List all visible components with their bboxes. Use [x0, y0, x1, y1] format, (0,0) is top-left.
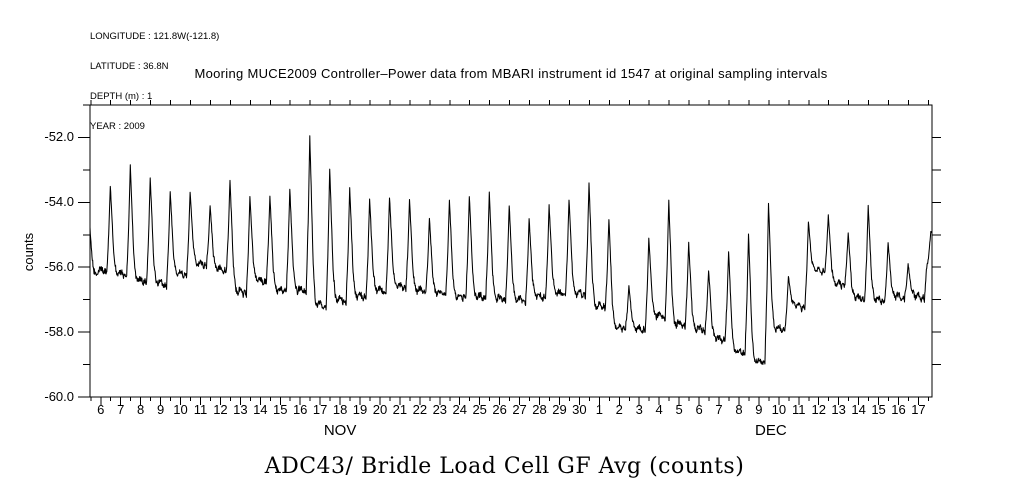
- x-tick-label: 17: [312, 402, 328, 417]
- x-tick-label: 10: [173, 402, 188, 417]
- x-tick-label: 11: [193, 402, 208, 417]
- x-tick-label: 15: [273, 402, 288, 417]
- y-tick-label: -58.0: [44, 324, 74, 340]
- x-tick-label: 18: [332, 402, 348, 417]
- info-depth: DEPTH (m) : 1: [90, 91, 153, 102]
- x-tick-label: 26: [492, 402, 507, 417]
- x-tick-label: 8: [735, 402, 743, 417]
- x-tick-label: 2: [615, 402, 623, 417]
- x-tick-label: 4: [655, 402, 663, 417]
- chart-title: Mooring MUCE2009 Controller–Power data f…: [194, 66, 828, 81]
- x-tick-label: 24: [452, 402, 467, 417]
- x-tick-label: 16: [292, 402, 308, 417]
- x-tick-label: 12: [213, 402, 228, 417]
- plot-frame: [89, 104, 933, 398]
- x-tick-label: 9: [755, 402, 763, 417]
- month-label-dec: DEC: [755, 422, 787, 439]
- x-tick-label: 25: [472, 402, 487, 417]
- y-tick-label: -54.0: [44, 194, 74, 210]
- x-tick-label: 7: [715, 402, 723, 417]
- x-tick-label: 10: [771, 402, 787, 417]
- x-tick-label: 6: [97, 402, 105, 417]
- x-tick-label: 19: [352, 402, 368, 417]
- x-tick-label: 3: [635, 402, 643, 417]
- x-tick-label: 13: [831, 402, 846, 417]
- x-tick-label: 5: [675, 402, 683, 417]
- month-label-nov: NOV: [323, 422, 357, 439]
- y-tick-label: -60.0: [44, 389, 74, 404]
- data-line: [89, 135, 933, 366]
- x-tick-label: 11: [792, 402, 806, 417]
- x-tick-label: 27: [512, 402, 527, 417]
- x-tick-label: 23: [432, 402, 448, 417]
- x-tick-label: 17: [911, 402, 926, 417]
- y-tick-label: -52.0: [44, 129, 74, 145]
- x-tick-label: 29: [552, 402, 567, 417]
- y-tick-label: -56.0: [44, 259, 74, 275]
- y-axis-label: counts: [21, 232, 36, 272]
- x-tick-label: 8: [137, 402, 145, 417]
- x-tick-label: 13: [233, 402, 248, 417]
- x-tick-label: 15: [871, 402, 886, 417]
- x-tick-label: 28: [532, 402, 547, 417]
- x-tick-label: 9: [156, 402, 165, 417]
- x-tick-label: 14: [253, 402, 268, 417]
- x-tick-label: 7: [117, 402, 125, 417]
- x-tick-label: 30: [572, 402, 587, 417]
- x-tick-label: 21: [392, 402, 408, 417]
- x-tick-label: 16: [891, 402, 906, 417]
- x-tick-label: 22: [412, 402, 428, 417]
- info-latitude: LATITUDE : 36.8N: [90, 61, 169, 72]
- info-longitude: LONGITUDE : 121.8W(-121.8): [90, 31, 220, 42]
- x-tick-label: 20: [372, 402, 388, 417]
- x-tick-label: 1: [595, 402, 603, 417]
- x-tick-label: 14: [851, 402, 866, 417]
- x-tick-label: 6: [695, 402, 703, 417]
- info-block: LONGITUDE : 121.8W(-121.8) LATITUDE : 36…: [90, 12, 219, 152]
- info-year: YEAR : 2009: [90, 121, 145, 132]
- chart-caption: ADC43/ Bridle Load Cell GF Avg (counts): [264, 454, 745, 479]
- x-tick-label: 12: [811, 402, 826, 417]
